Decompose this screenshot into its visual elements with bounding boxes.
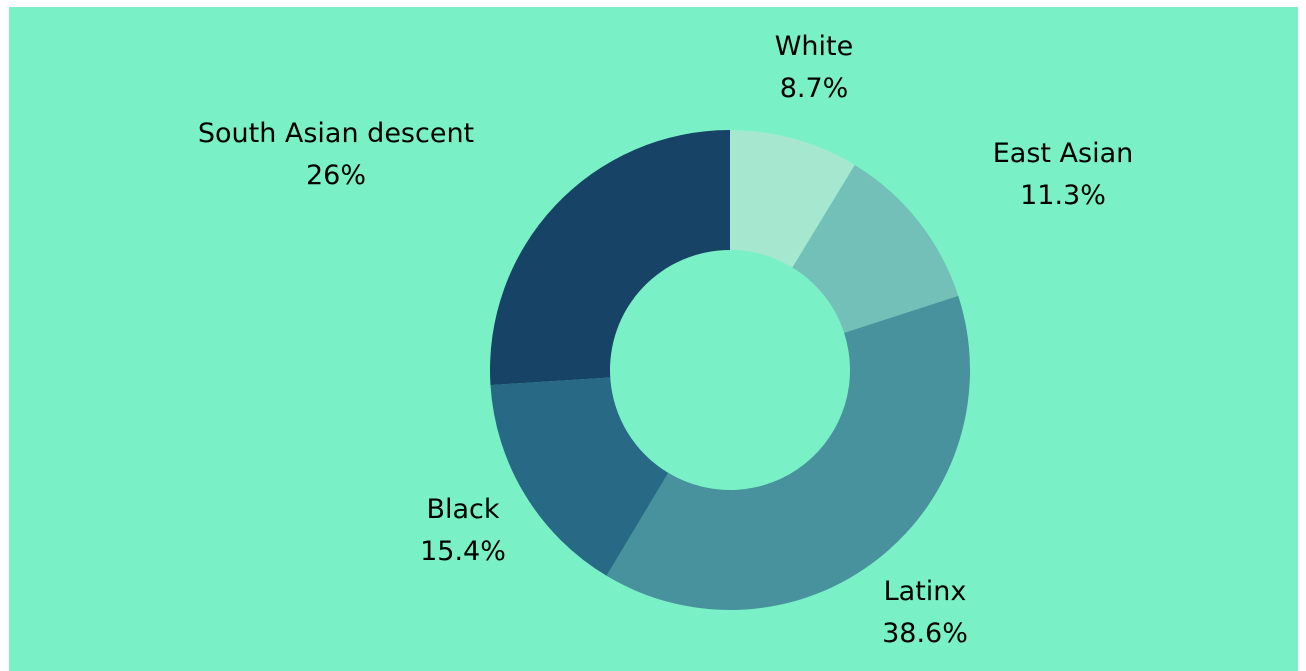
value-white: 8.7% — [780, 73, 849, 104]
slice-latinx — [606, 295, 970, 610]
label-black: Black — [426, 494, 499, 525]
slice-east-asian — [792, 164, 959, 333]
label-white: White — [775, 31, 854, 62]
slices-group — [489, 130, 970, 610]
value-black: 15.4% — [420, 536, 506, 567]
slice-white — [730, 130, 855, 268]
labels-group: White 8.7% East Asian 11.3% Latinx 38.6% Black… — [198, 31, 1133, 649]
value-latinx: 38.6% — [882, 618, 968, 649]
label-south-asian-descent: South Asian descent — [198, 118, 474, 149]
value-east-asian: 11.3% — [1020, 180, 1106, 211]
value-south-asian-descent: 26% — [306, 160, 366, 191]
slice-black — [490, 377, 669, 576]
label-latinx: Latinx — [884, 576, 967, 607]
label-east-asian: East Asian — [993, 138, 1134, 169]
slice-south-asian-descent — [489, 130, 730, 386]
